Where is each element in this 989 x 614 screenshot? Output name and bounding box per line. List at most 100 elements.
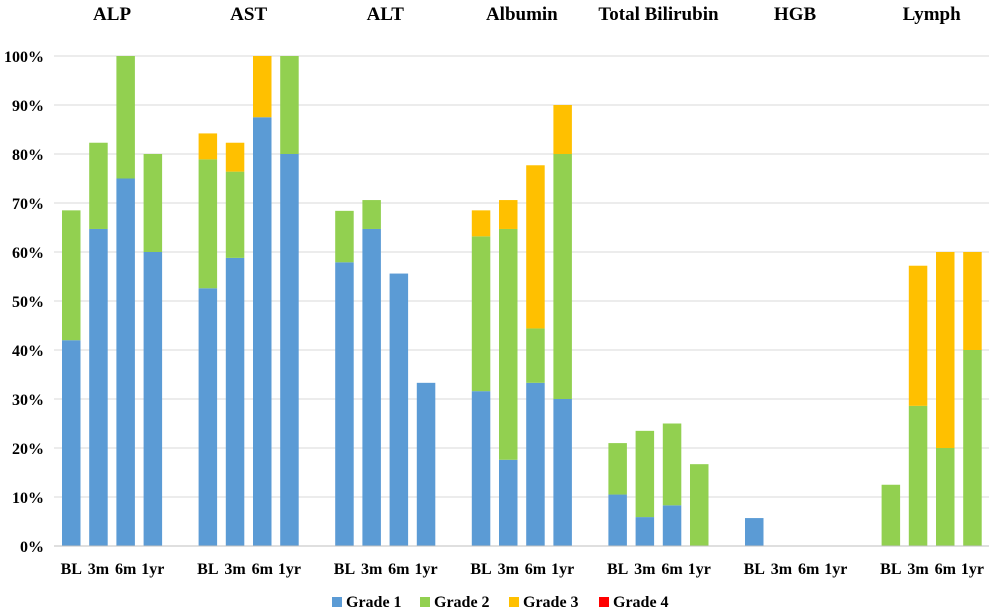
x-tick-label: BL [61, 561, 82, 578]
bar-segment [198, 159, 218, 289]
bar-segment [335, 210, 354, 263]
bar-segment [143, 252, 163, 546]
x-tick-label: 6m [661, 561, 683, 578]
y-tick-label: 30% [12, 392, 44, 409]
x-tick-label: 3m [907, 561, 929, 578]
bar-segment [198, 133, 218, 160]
bar-segment [553, 154, 572, 399]
bar-segment [526, 382, 545, 546]
bar-segment [553, 399, 572, 546]
group-titles: ALP AST ALT Albumin Total Bilirubin HGB Lymph [93, 4, 961, 25]
legend-swatch [420, 597, 430, 607]
y-tick-label: 10% [12, 490, 44, 507]
bar-segment [89, 142, 108, 229]
bar-segment [608, 494, 627, 546]
y-tick-label: 70% [12, 196, 44, 213]
bar-segment [526, 165, 545, 329]
bar-segment [62, 340, 81, 546]
x-tick-label: 1yr [551, 561, 574, 578]
x-tick-label: BL [470, 561, 491, 578]
bar-segment [608, 443, 627, 495]
y-tick-label: 60% [12, 245, 44, 262]
y-tick-label: 80% [12, 147, 44, 164]
y-tick-label: 90% [12, 98, 44, 115]
bar-segment [116, 56, 135, 179]
x-tick-label: BL [334, 561, 355, 578]
legend: Grade 1 Grade 2 Grade 3 Grade 4 [332, 594, 669, 611]
bar-segment [936, 448, 955, 546]
group-title: AST [230, 4, 267, 25]
x-tick-label: BL [880, 561, 901, 578]
x-tick-label: 3m [361, 561, 383, 578]
bar-segment [116, 178, 135, 546]
bar-segment [635, 430, 655, 518]
bar-segment [936, 252, 955, 448]
x-tick-label: 6m [798, 561, 820, 578]
bar-segment [362, 200, 381, 229]
x-tick-label: 6m [388, 561, 410, 578]
bar-segment [553, 105, 572, 154]
bar-segment [635, 517, 655, 546]
y-tick-label: 40% [12, 343, 44, 360]
x-tick-label: BL [607, 561, 628, 578]
x-tick-label: 1yr [688, 561, 711, 578]
bar-segment [471, 210, 491, 237]
bar-segment [471, 236, 491, 392]
x-tick-label: 6m [252, 561, 274, 578]
group-title: Albumin [486, 4, 558, 25]
bar-segment [471, 391, 491, 546]
x-tick-label: 6m [935, 561, 957, 578]
bar-segment [335, 262, 354, 546]
legend-swatch [332, 597, 342, 607]
legend-swatch [509, 597, 519, 607]
bar-segment [499, 459, 518, 546]
x-tick-label: 3m [498, 561, 520, 578]
bar-segment [908, 265, 928, 406]
x-tick-label: 3m [634, 561, 656, 578]
bar-segment [526, 328, 545, 383]
bar-segment [253, 56, 272, 118]
y-tick-label: 50% [12, 294, 44, 311]
group-title: Total Bilirubin [598, 4, 719, 25]
legend-label: Grade 4 [613, 594, 669, 611]
x-tick-label: 3m [88, 561, 110, 578]
bar-segment [881, 484, 901, 546]
legend-swatch [599, 597, 609, 607]
bar-segment [89, 228, 108, 546]
group-title: HGB [774, 4, 817, 25]
bar-segment [198, 288, 218, 546]
group-title: ALT [367, 4, 405, 25]
bar-segment [662, 505, 682, 546]
x-tick-label: 3m [224, 561, 246, 578]
bar-segment [499, 228, 518, 460]
bar-segment [362, 228, 381, 546]
bar-segment [690, 464, 709, 546]
x-tick-label: 6m [525, 561, 547, 578]
group-title: ALP [93, 4, 131, 25]
bar-segment [280, 56, 299, 154]
legend-label: Grade 2 [434, 594, 490, 611]
y-tick-label: 0% [20, 539, 44, 556]
legend-label: Grade 3 [523, 594, 579, 611]
x-tick-label: 1yr [278, 561, 301, 578]
y-tick-label: 20% [12, 441, 44, 458]
x-tick-label: 6m [115, 561, 137, 578]
bar-segment [963, 252, 982, 350]
bar-segment [280, 154, 299, 546]
bar-segment [908, 405, 928, 546]
bar-segment [62, 210, 81, 341]
bar-segment [416, 382, 436, 546]
bar-segment [745, 518, 764, 546]
legend-label: Grade 1 [346, 594, 402, 611]
y-tick-label: 100% [4, 49, 44, 66]
x-axis-ticks: BL 3m 6m 1yr BL 3m 6m 1yr BL 3m 6m 1yr BL 3m 6m 1yr BL 3m… [61, 561, 984, 578]
x-tick-label: 1yr [414, 561, 437, 578]
bars [62, 56, 982, 546]
x-tick-label: BL [744, 561, 765, 578]
bar-segment [143, 154, 163, 252]
x-tick-label: 1yr [824, 561, 847, 578]
group-title: Lymph [903, 4, 962, 25]
bar-segment [389, 273, 409, 546]
gridlines [54, 55, 989, 498]
